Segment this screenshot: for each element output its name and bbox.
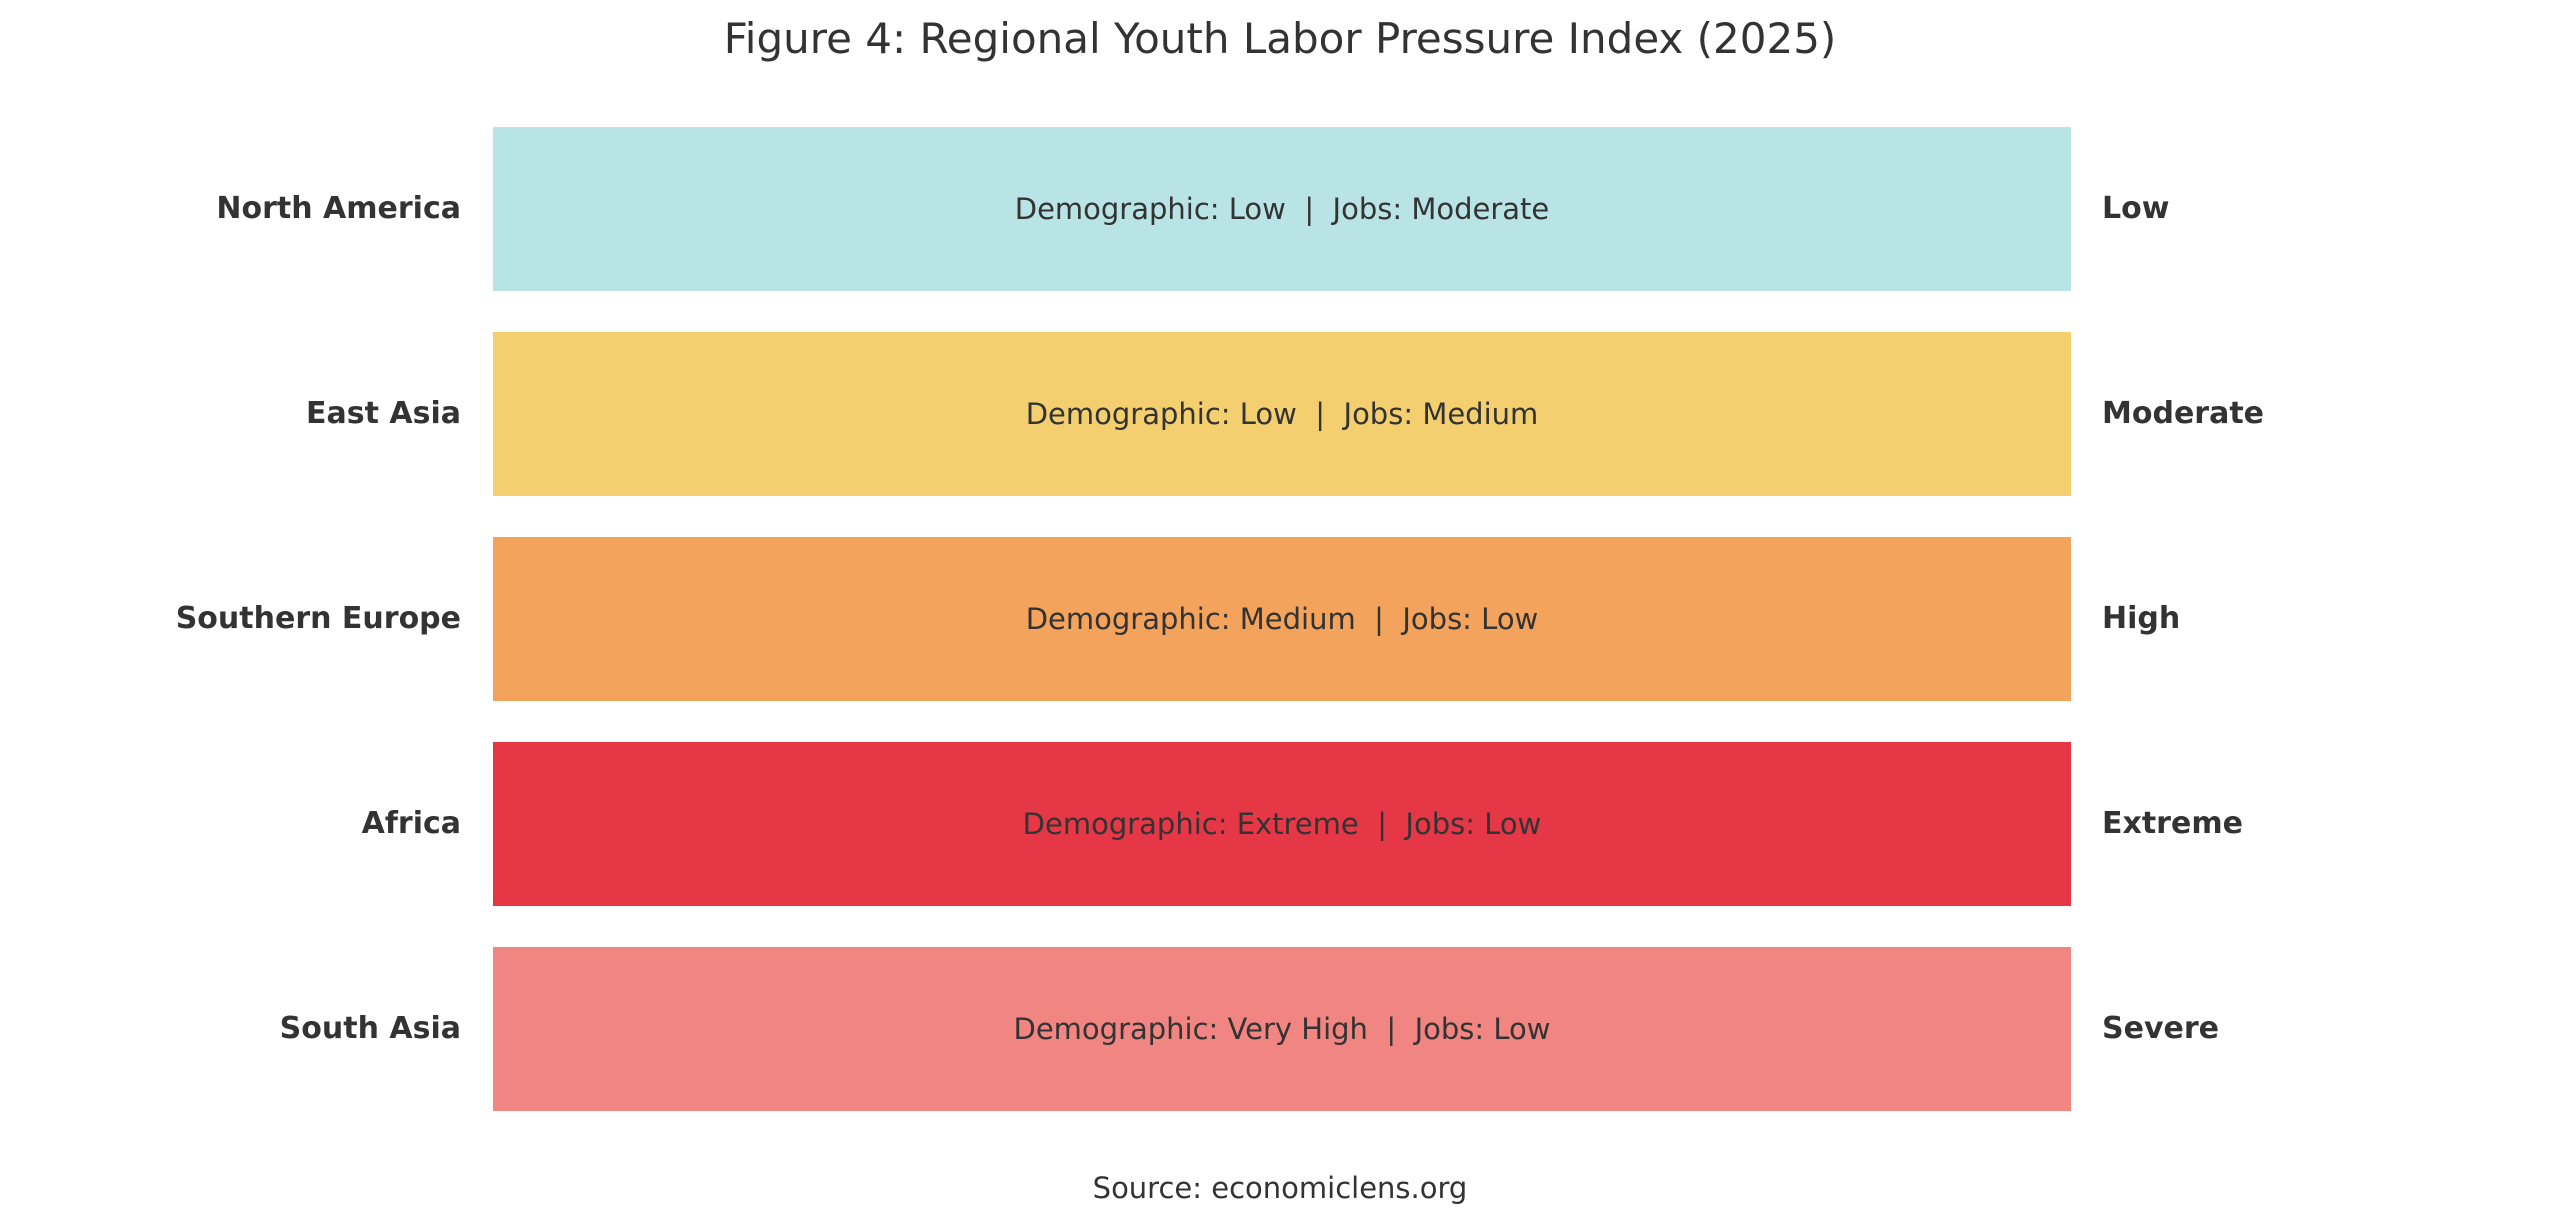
pressure-level-label: Extreme (2102, 806, 2243, 841)
pressure-bar: Demographic: Low | Jobs: Moderate (493, 127, 2071, 291)
region-label: South Asia (279, 1011, 461, 1046)
bar-data-label: Demographic: Low | Jobs: Medium (1025, 397, 1539, 431)
bar-data-label: Demographic: Very High | Jobs: Low (1013, 1012, 1551, 1046)
pressure-level-label: Low (2102, 191, 2170, 226)
pressure-bar: Demographic: Medium | Jobs: Low (493, 537, 2071, 701)
pressure-bar: Demographic: Extreme | Jobs: Low (493, 742, 2071, 906)
bar-data-label: Demographic: Low | Jobs: Moderate (1014, 192, 1550, 226)
chart-row: Southern Europe Demographic: Medium | Job… (0, 537, 2560, 701)
pressure-level-label: Moderate (2102, 396, 2265, 431)
chart-row: North America Demographic: Low | Jobs: Mo… (0, 127, 2560, 291)
bar-data-label: Demographic: Extreme | Jobs: Low (1022, 807, 1542, 841)
chart-row: Africa Demographic: Extreme | Jobs: Low Ex… (0, 742, 2560, 906)
pressure-level-label: Severe (2102, 1011, 2219, 1046)
chart-row: South Asia Demographic: Very High | Jobs:… (0, 947, 2560, 1111)
source-caption: Source: economiclens.org (1092, 1171, 1468, 1205)
pressure-bar: Demographic: Very High | Jobs: Low (493, 947, 2071, 1111)
bar-data-label: Demographic: Medium | Jobs: Low (1025, 602, 1539, 636)
chart-title: Figure 4: Regional Youth Labor Pressure … (723, 14, 1837, 63)
region-label: East Asia (306, 396, 461, 431)
chart-row: East Asia Demographic: Low | Jobs: Medium… (0, 332, 2560, 496)
pressure-bar: Demographic: Low | Jobs: Medium (493, 332, 2071, 496)
region-label: North America (216, 191, 461, 226)
region-label: Southern Europe (175, 601, 461, 636)
region-label: Africa (361, 806, 461, 841)
pressure-level-label: High (2102, 601, 2181, 636)
